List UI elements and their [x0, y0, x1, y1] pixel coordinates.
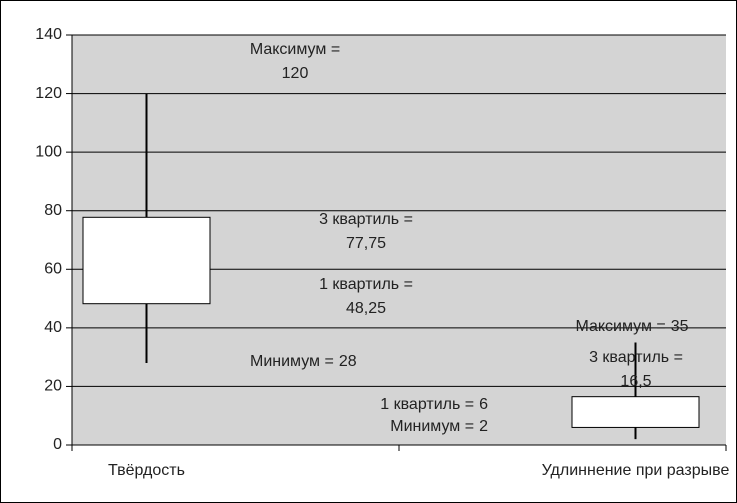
- y-tick-label: 120: [35, 85, 62, 102]
- y-tick-label: 140: [35, 26, 62, 43]
- y-tick-label: 40: [44, 319, 62, 336]
- y-tick-label: 80: [44, 202, 62, 219]
- x-tick-label: Удлиннение при разрыве: [542, 462, 730, 479]
- stat-label: Минимум =: [390, 418, 474, 435]
- y-tick-label: 60: [44, 261, 62, 278]
- y-tick-label: 0: [53, 436, 62, 453]
- y-tick-label: 100: [35, 143, 62, 160]
- stat-value: 28: [339, 353, 357, 370]
- stat-value: 77,75: [346, 235, 386, 252]
- stat-label: 3 квартиль =: [589, 349, 683, 366]
- y-tick-label: 20: [44, 378, 62, 395]
- stat-label: 1 квартиль =: [380, 396, 474, 413]
- stat-value: 2: [479, 418, 488, 435]
- stat-value: 6: [479, 396, 488, 413]
- x-tick-label: Твёрдость: [108, 462, 185, 479]
- stat-value: 120: [282, 65, 309, 82]
- box: [82, 216, 211, 305]
- stat-value: 35: [671, 318, 689, 335]
- stat-label: Максимум =: [250, 41, 340, 58]
- stat-label: Максимум =: [575, 318, 665, 335]
- stat-value: 16,5: [620, 373, 651, 390]
- stat-label: Минимум =: [250, 353, 334, 370]
- stat-label: 3 квартиль =: [319, 211, 413, 228]
- stat-label: 1 квартиль =: [319, 276, 413, 293]
- stat-value: 48,25: [346, 300, 386, 317]
- box: [571, 396, 700, 428]
